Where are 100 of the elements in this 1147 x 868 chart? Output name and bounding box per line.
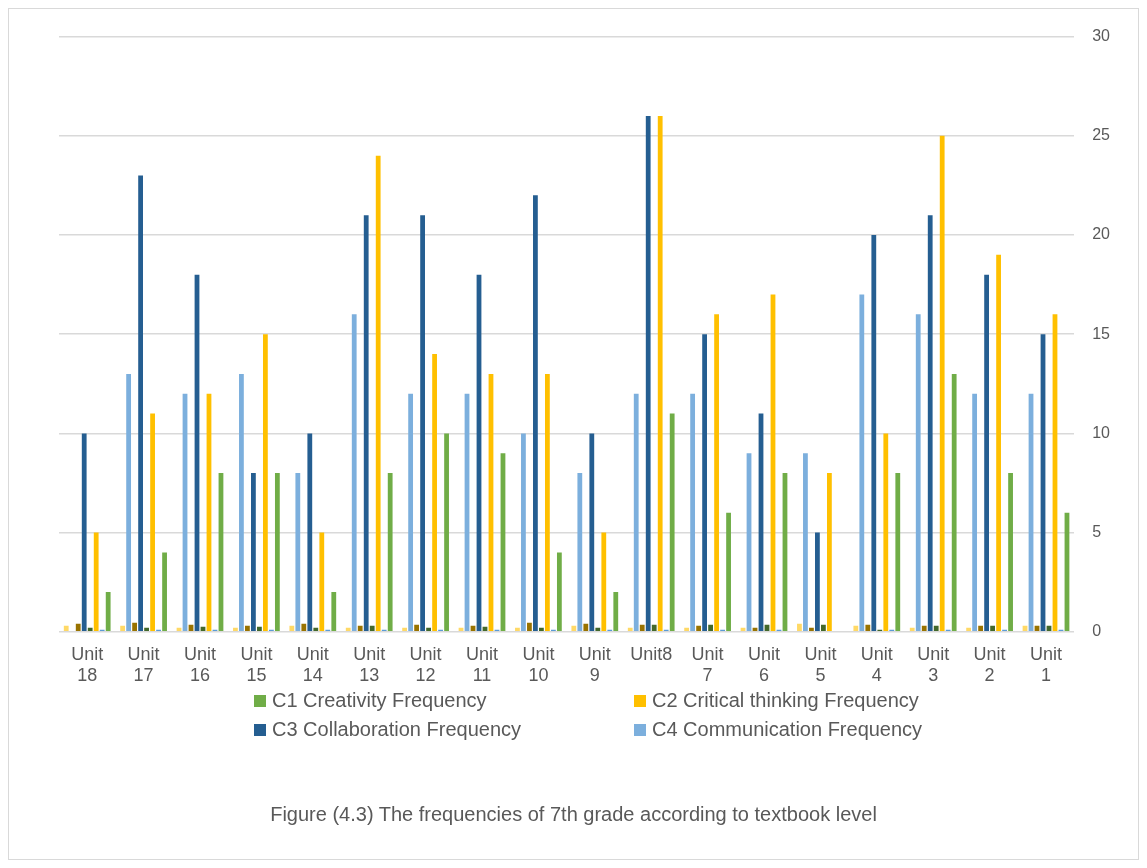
- bar: [589, 433, 595, 632]
- bar: [63, 625, 69, 632]
- x-tick-label: Unit 9: [578, 643, 611, 686]
- bar: [233, 627, 238, 632]
- bar: [826, 473, 832, 632]
- bar: [93, 532, 99, 632]
- bar: [295, 473, 301, 632]
- y-tick-label: 15: [1092, 324, 1111, 342]
- bar: [909, 627, 915, 632]
- text: Figure (4.3) The frequencies of 7th grade according to textbook level: [269, 803, 878, 826]
- bar: [595, 627, 601, 632]
- bar: [815, 532, 820, 632]
- bar: [357, 625, 363, 632]
- x-tick-label: Unit 14: [296, 643, 329, 686]
- bar: [150, 413, 155, 632]
- bar: [331, 592, 337, 632]
- y-tick-label: 5: [1092, 523, 1102, 541]
- x-tick-label: Unit 5: [804, 643, 837, 686]
- bar: [257, 626, 262, 632]
- legend-label: C4 Communication Frequency: [652, 718, 923, 741]
- bar: [633, 393, 639, 632]
- bar: [583, 623, 589, 632]
- x-tick-label: Unit 12: [409, 643, 442, 686]
- bar: [515, 627, 520, 632]
- bar: [927, 215, 933, 632]
- legend-label: C3 Collaboration Frequency: [272, 718, 522, 741]
- bar: [345, 627, 351, 632]
- bar: [627, 627, 633, 632]
- bar: [313, 627, 319, 632]
- bar: [996, 254, 1001, 632]
- bar: [657, 115, 663, 632]
- bar: [684, 627, 690, 632]
- bar: [990, 625, 995, 632]
- bar: [81, 433, 87, 632]
- x-tick-label: Unit 15: [240, 643, 273, 686]
- bar: [984, 274, 989, 632]
- bar: [262, 334, 268, 632]
- bar: [408, 393, 414, 632]
- bar: [556, 552, 562, 632]
- bar: [933, 625, 939, 632]
- x-tick-label: Unit 1: [1030, 643, 1063, 686]
- bar: [951, 373, 957, 632]
- x-tick-label: Unit8: [630, 643, 673, 664]
- bar: [966, 627, 972, 632]
- bar: [138, 175, 143, 632]
- bar: [369, 625, 375, 632]
- y-tick-label: 10: [1092, 423, 1111, 441]
- x-tick-label: Unit 16: [183, 643, 217, 686]
- bar: [307, 433, 313, 632]
- bar: [915, 314, 921, 632]
- bar: [865, 624, 871, 632]
- legend-label: C1 Creativity Frequency: [272, 689, 487, 712]
- bar: [714, 314, 719, 632]
- y-tick-label: 20: [1092, 225, 1111, 243]
- bar: [696, 625, 702, 632]
- bar: [853, 625, 859, 632]
- bar: [75, 623, 81, 632]
- y-tick-label: 25: [1092, 126, 1111, 144]
- bar: [414, 624, 420, 632]
- bar: [274, 473, 280, 632]
- bar: [797, 623, 802, 632]
- bar: [577, 473, 583, 632]
- bar: [726, 512, 731, 632]
- bar: [690, 393, 696, 632]
- x-tick-label: Unit 7: [691, 643, 724, 686]
- bar: [426, 627, 431, 632]
- bar: [639, 624, 645, 632]
- bar: [1008, 473, 1013, 632]
- bar: [319, 532, 325, 632]
- bar: [708, 624, 713, 632]
- x-tick-label: Unit 10: [522, 643, 555, 686]
- bar: [521, 433, 526, 632]
- bar: [544, 373, 550, 632]
- bar: [444, 433, 449, 632]
- bar: [432, 354, 437, 632]
- y-tick-label: 30: [1092, 27, 1111, 45]
- bar: [105, 592, 111, 632]
- bar: [939, 135, 945, 632]
- x-tick-label: Unit 3: [917, 643, 950, 686]
- bar: [702, 334, 707, 632]
- bar: [803, 453, 808, 632]
- bar: [120, 625, 126, 632]
- bar: [539, 627, 544, 632]
- bar: [921, 625, 927, 632]
- bar: [972, 393, 978, 632]
- bar: [162, 552, 167, 632]
- bar: [651, 624, 657, 632]
- y-tick-label: 0: [1092, 622, 1102, 640]
- bar: [251, 473, 256, 632]
- x-tick-label: Unit 2: [973, 643, 1006, 686]
- x-tick-label: Unit 18: [71, 643, 104, 686]
- bar: [821, 624, 826, 632]
- bar: [883, 433, 889, 632]
- bar: [871, 235, 877, 632]
- bar: [239, 373, 244, 632]
- bar: [245, 625, 250, 632]
- x-tick-label: Unit 6: [747, 643, 781, 686]
- bar: [144, 627, 149, 632]
- bar: [859, 294, 865, 632]
- bar: [375, 155, 381, 632]
